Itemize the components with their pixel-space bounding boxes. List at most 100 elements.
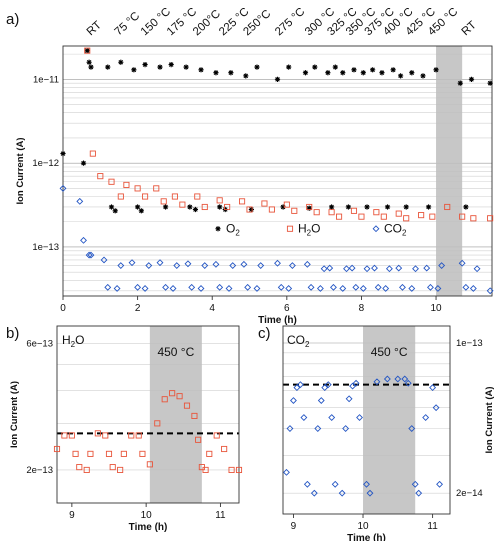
data-point-co2 [145,262,153,269]
data-point-o2 [108,204,115,210]
data-point-co2 [303,260,311,268]
data-point-o2 [157,64,163,70]
data-point-co2 [184,260,192,268]
data-point-h2o [221,445,228,453]
plot-frame [282,325,451,515]
data-point-o2 [228,70,234,76]
temperature-label: RT [460,19,479,38]
data-point-o2 [340,70,346,76]
data-point-co2 [156,259,164,267]
data-point-h2o [117,193,124,200]
x-axis-label: Time (h) [129,522,168,533]
data-point-co2 [349,382,357,390]
data-point-h2o [87,450,94,457]
data-point-h2o [105,450,113,457]
data-point-co2 [473,265,481,273]
data-point-co2 [352,379,360,387]
data-point-h2o [261,200,268,207]
data-point-co2 [385,265,393,273]
data-point-h2o [102,432,109,439]
data-point-h2o [444,203,451,211]
data-point-o2 [409,70,415,76]
data-point-co2 [408,285,416,292]
x-tick-label: 10 [430,303,442,314]
data-point-o2 [420,73,426,79]
highlight-band [363,326,416,514]
data-point-o2 [88,64,94,70]
data-point-o2 [398,73,404,79]
data-point-o2 [248,206,254,213]
data-point-co2 [87,251,95,259]
data-point-co2 [76,197,84,205]
data-point-co2 [321,384,329,392]
data-point-o2 [84,48,90,54]
data-point-co2 [286,425,294,432]
data-point-h2o [191,412,198,419]
data-point-o2 [217,204,223,210]
legend-marker [372,225,380,233]
legend-marker [286,225,294,232]
data-point-co2 [363,265,371,273]
data-point-o2 [131,67,137,73]
data-point-co2 [343,265,350,273]
data-point-h2o [283,201,290,208]
x-tick-label: 0 [60,303,66,314]
legend-label-sub: 2 [235,229,240,238]
data-point-co2 [331,480,339,488]
data-point-h2o [68,432,75,439]
data-point-h2o [128,432,135,439]
data-point-co2 [324,381,332,389]
data-point-o2 [254,64,260,70]
data-point-co2 [296,381,304,389]
band-label: 450 °C [157,345,194,359]
data-point-h2o [83,466,90,473]
data-point-co2 [100,256,108,264]
x-axis-label: Time (h) [347,533,386,541]
species-sub: 2 [305,340,310,349]
data-point-o2 [425,204,432,210]
data-point-h2o [61,432,68,439]
data-point-co2 [288,262,296,269]
x-tick-label: 8 [359,303,365,314]
data-point-h2o [135,432,142,439]
data-point-co2 [328,414,336,421]
data-point-h2o [139,450,146,457]
data-point-h2o [268,206,275,213]
data-point-co2 [225,285,233,292]
data-point-h2o [134,185,141,192]
data-point-h2o [97,173,104,180]
data-point-co2 [300,414,308,421]
data-point-co2 [404,379,412,387]
data-point-o2 [433,67,439,73]
data-point-co2 [412,265,419,273]
data-point-co2 [383,375,391,383]
species-main: CO [287,333,305,347]
data-point-h2o [403,215,410,222]
data-point-o2 [142,61,148,68]
y-tick-label: 1e−12 [32,158,59,169]
data-point-o2 [332,64,338,70]
species-sub: 2 [71,340,76,349]
x-axis-label: Time (h) [258,315,297,326]
species-main: H [62,333,71,347]
data-point-h2o [146,461,153,468]
data-point-co2 [303,480,311,488]
data-point-co2 [401,375,409,383]
data-point-o2 [390,67,396,73]
data-point-h2o [291,207,298,214]
legend-marker [215,226,221,232]
data-point-o2 [468,76,475,82]
y-tick-label: 1e−13 [456,338,483,349]
data-point-h2o [123,181,130,188]
y-axis-label: Ion Current (A) [9,381,20,448]
data-point-co2 [429,384,437,392]
species-label: CO2 [287,333,310,349]
data-point-o2 [118,59,124,65]
data-point-co2 [352,283,360,291]
data-point-h2o [194,193,201,200]
legend-label: CO2 [384,222,407,238]
data-point-o2 [183,64,189,70]
data-point-o2 [306,205,312,211]
data-point-co2 [394,375,402,383]
